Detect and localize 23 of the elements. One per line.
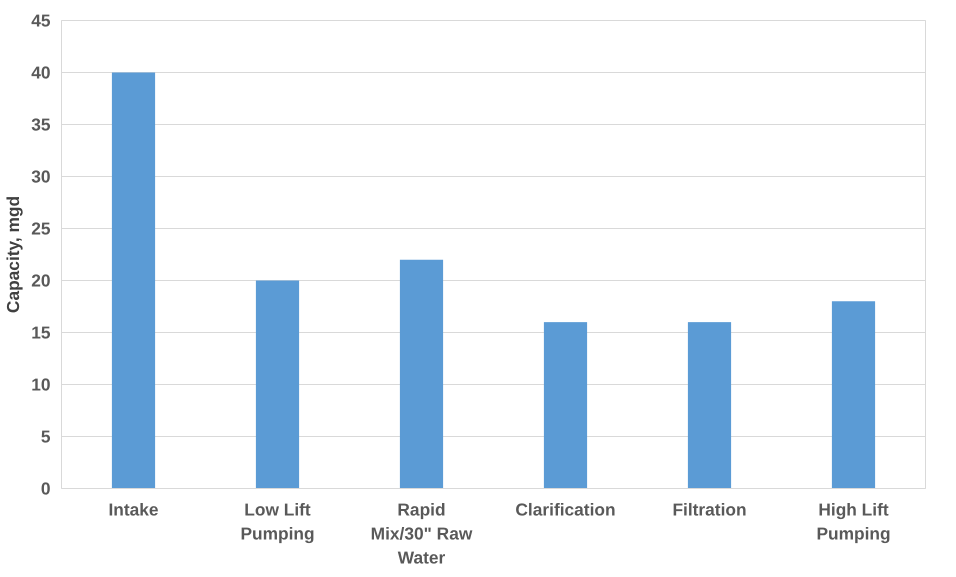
- y-tick-label: 20: [31, 270, 51, 290]
- y-tick-label: 15: [31, 322, 51, 342]
- x-tick-label: Filtration: [672, 500, 747, 520]
- bar: [400, 260, 444, 488]
- y-tick-label: 10: [31, 374, 51, 394]
- x-tick-label: Low Lift Pumping: [240, 500, 315, 544]
- bar: [112, 72, 156, 488]
- y-tick-label: 5: [40, 426, 51, 446]
- bar: [544, 322, 588, 488]
- x-tick-label: Intake: [108, 500, 159, 520]
- y-tick-label: 35: [31, 114, 51, 134]
- y-tick-label: 0: [40, 478, 51, 498]
- x-tick-label: Clarification: [515, 500, 616, 520]
- x-tick-label: Rapid Mix/30" Raw Water: [370, 500, 473, 568]
- y-axis-title: Capacity, mgd: [3, 196, 24, 314]
- y-tick-label: 45: [31, 10, 51, 30]
- bar: [688, 322, 732, 488]
- y-tick-label: 25: [31, 218, 51, 238]
- bar: [256, 280, 300, 488]
- x-tick-label: High Lift Pumping: [816, 500, 891, 544]
- bar: [832, 301, 876, 488]
- y-tick-label: 40: [31, 62, 51, 82]
- y-tick-label: 30: [31, 166, 51, 186]
